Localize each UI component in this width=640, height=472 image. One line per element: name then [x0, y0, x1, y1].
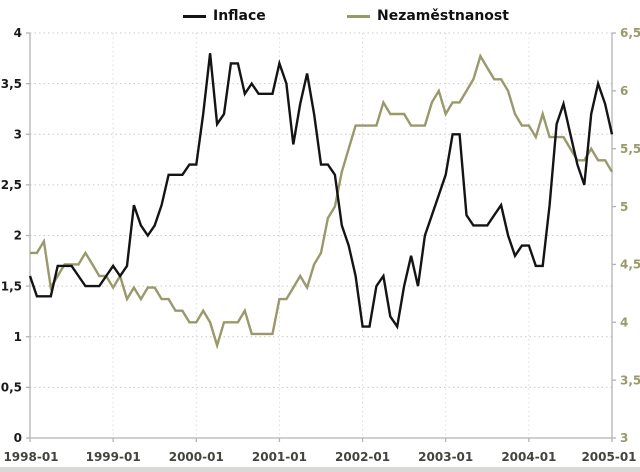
- nezamestnanost-line-swatch: [347, 14, 370, 18]
- left-axis-label: 4: [14, 26, 22, 40]
- x-axis-label: 2005-01: [581, 450, 636, 464]
- x-axis-label: 2000-01: [169, 450, 224, 464]
- right-axis-label: 5: [620, 200, 628, 214]
- left-axis-label: 3: [14, 127, 22, 141]
- left-axis-label: 1,5: [1, 279, 22, 293]
- x-axis-label: 2003-01: [418, 450, 473, 464]
- legend: Inflace Nezaměstnanost: [0, 4, 640, 28]
- right-axis-label: 3: [620, 431, 628, 445]
- bottom-edge-strip: [0, 467, 640, 472]
- right-axis-label: 3,5: [620, 373, 640, 387]
- right-axis-label: 6,5: [620, 26, 640, 40]
- legend-item-nezamestnanost: Nezaměstnanost: [347, 4, 509, 28]
- right-axis-label: 4: [620, 315, 628, 329]
- right-axis-label: 4,5: [620, 258, 640, 272]
- left-axis-label: 2,5: [1, 178, 22, 192]
- legend-item-inflace: Inflace: [183, 4, 266, 28]
- right-axis-label: 6: [620, 84, 628, 98]
- left-axis-label: 2: [14, 229, 22, 243]
- x-axis-label: 1998-01: [3, 450, 58, 464]
- nezamestnanost-line: [30, 53, 614, 350]
- left-axis-label: 3,5: [1, 77, 22, 91]
- x-axis-label: 2002-01: [335, 450, 390, 464]
- right-axis-label: 5,5: [620, 142, 640, 156]
- legend-label-inflace: Inflace: [213, 8, 266, 24]
- left-axis-label: 0,5: [1, 381, 22, 395]
- inflace-line: [28, 53, 614, 330]
- legend-label-nezamestnanost: Nezaměstnanost: [377, 8, 509, 24]
- x-axis-label: 2004-01: [501, 450, 556, 464]
- left-axis-label: 0: [14, 431, 22, 445]
- inflace-line-swatch: [183, 14, 206, 18]
- x-axis-label: 2001-01: [252, 450, 307, 464]
- x-axis-label: 1999-01: [86, 450, 141, 464]
- left-axis-label: 1: [14, 330, 22, 344]
